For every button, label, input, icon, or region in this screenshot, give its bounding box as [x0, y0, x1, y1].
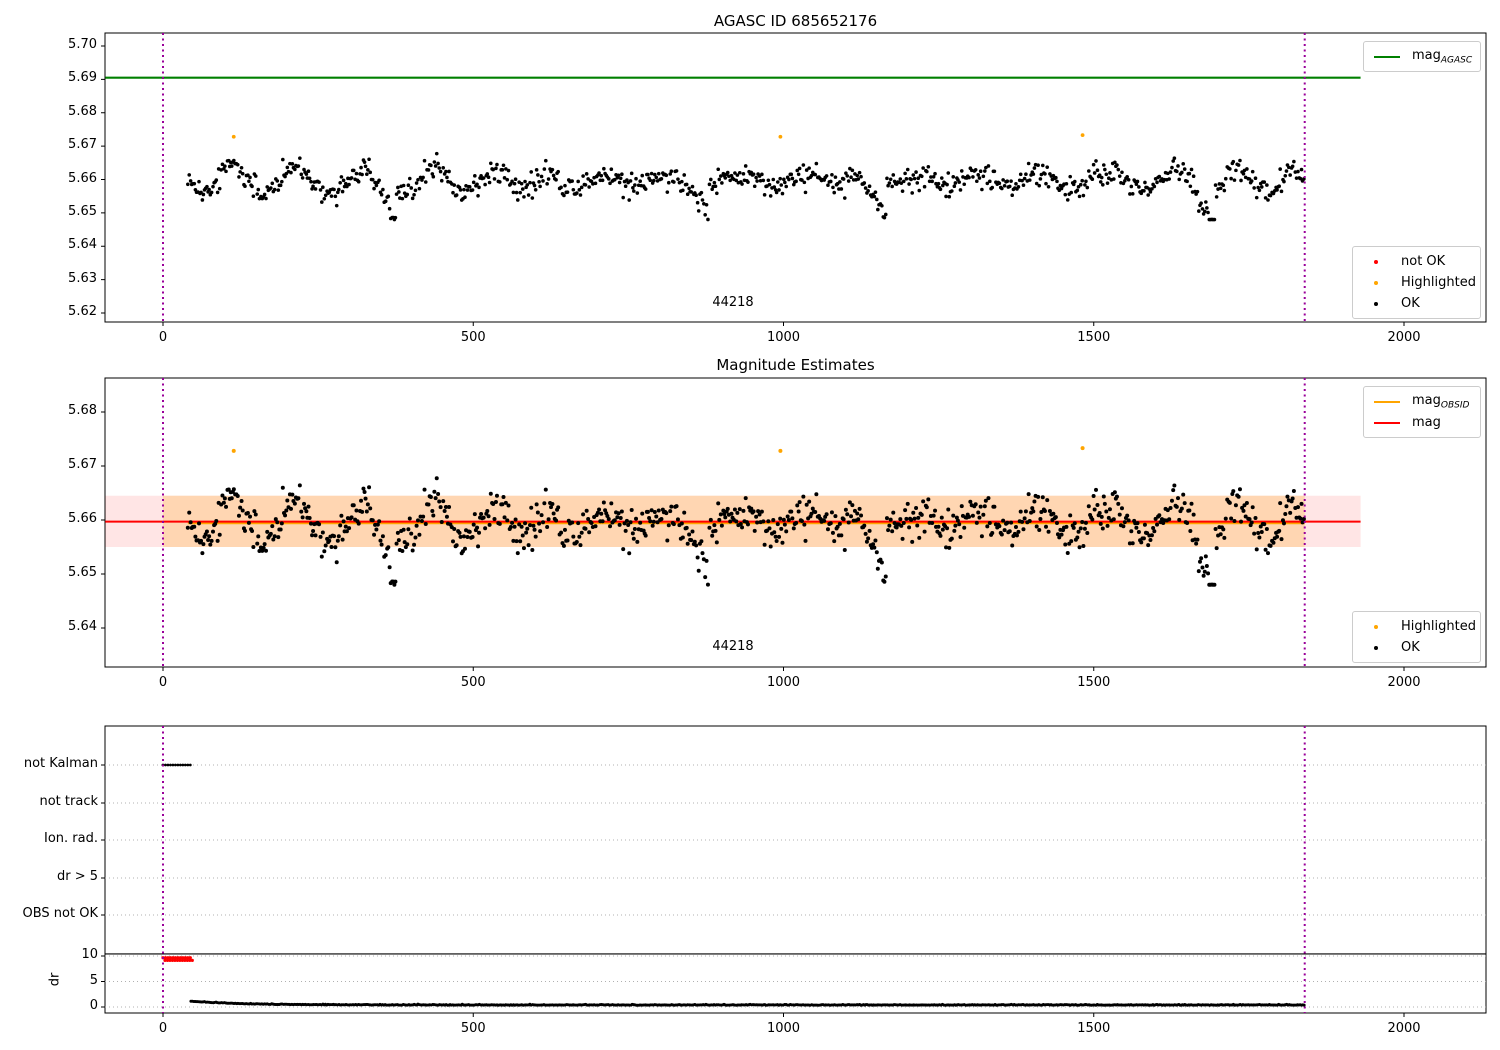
y-tick-label: 5.62 [68, 304, 97, 319]
x-tick-label: 0 [158, 1021, 168, 1036]
x-tick-label: 2000 [1387, 330, 1421, 345]
legend-row: mag [1370, 412, 1474, 433]
legend-row: magOBSID [1370, 391, 1474, 412]
legend-label: magOBSID [1412, 392, 1470, 411]
dr-clipped-run [161, 956, 194, 962]
y-tick-label: 5.64 [68, 237, 97, 253]
legend-label: not OK [1401, 254, 1446, 269]
panel1-title: AGASC ID 685652176 [713, 12, 878, 30]
flag-row-label: not track [39, 794, 98, 809]
x-tick-label: 2000 [1387, 1021, 1421, 1036]
y-tick-label: 5.64 [68, 619, 97, 634]
y-tick-label: 5.66 [68, 511, 97, 526]
ok-dot-swatch [1359, 645, 1393, 650]
x-tick-label: 1500 [1077, 675, 1111, 690]
legend-label: OK [1401, 296, 1420, 311]
y-tick-label: 5.63 [68, 270, 97, 286]
dr-tick-label: 10 [81, 947, 98, 962]
highlighted-points-layer [231, 446, 1085, 453]
y-tick-label: 5.68 [68, 103, 97, 119]
x-tick-label: 500 [460, 330, 486, 345]
flag-gridlines [105, 764, 1486, 1008]
not-ok-dot-swatch [1359, 259, 1393, 264]
green-line-swatch [1370, 55, 1404, 58]
orange-line-swatch [1370, 400, 1404, 403]
legend-label: magAGASC [1412, 47, 1473, 66]
ok-points-layer [186, 151, 1306, 222]
legend-row: Highlighted [1359, 272, 1476, 293]
x-tick-label: 500 [460, 675, 486, 690]
x-tick-label: 500 [460, 1021, 486, 1036]
flag-row-label: dr > 5 [56, 869, 98, 884]
x-tick-label: 2000 [1387, 675, 1421, 690]
highlighted-dot-swatch [1359, 624, 1393, 629]
dr-series [189, 999, 1306, 1007]
ok-points-layer [185, 476, 1306, 587]
legend-label: OK [1401, 640, 1420, 655]
legend-label: Highlighted [1401, 275, 1476, 290]
legend-row: OK [1359, 637, 1474, 658]
legend-row: Highlighted [1359, 616, 1476, 637]
obs-boundary-lines [162, 378, 1306, 667]
legend-mag-lines: magOBSID mag [1363, 386, 1481, 438]
legend-row: OK [1359, 293, 1474, 314]
highlighted-dot-swatch [1359, 280, 1393, 285]
y-tick-label: 5.68 [68, 403, 97, 418]
x-tick-label: 1000 [766, 675, 801, 690]
y-tick-label: 5.67 [68, 457, 97, 472]
y-tick-label: 5.67 [68, 137, 97, 153]
legend-row: not OK [1359, 251, 1474, 272]
obs-boundary-lines [162, 726, 1306, 1013]
x-tick-label: 1500 [1077, 330, 1111, 345]
legend-point-status: not OK Highlighted OK [1352, 246, 1481, 319]
red-line-swatch [1370, 421, 1404, 424]
x-tick-label: 0 [158, 330, 168, 345]
obsid-annotation-panel1: 44218 [712, 295, 754, 310]
y-tick-label: 5.65 [68, 565, 97, 580]
obs-boundary-lines [162, 33, 1306, 322]
y-tick-label: 5.70 [68, 37, 97, 52]
dr-tick-label: 0 [89, 998, 98, 1013]
highlighted-points-layer [231, 133, 1085, 139]
legend-point-status-2: Highlighted OK [1352, 611, 1481, 663]
x-tick-label: 1000 [766, 330, 801, 345]
legend-label: mag [1412, 415, 1441, 430]
panel2-title: Magnitude Estimates [716, 356, 875, 374]
flag-row-label: OBS not OK [22, 906, 99, 921]
obsid-annotation-panel2: 44218 [712, 639, 754, 654]
y-tick-label: 5.65 [68, 203, 97, 219]
x-tick-label: 1500 [1077, 1021, 1111, 1036]
x-tick-label: 0 [158, 675, 168, 690]
not-kalman-run [161, 763, 192, 767]
flag-row-label: not Kalman [23, 756, 98, 771]
dr-tick-label: 5 [89, 972, 98, 988]
x-tick-label: 1000 [766, 1021, 801, 1036]
ok-dot-swatch [1359, 301, 1393, 306]
flag-row-label: Ion. rad. [44, 831, 98, 846]
legend-mag-agasc: magAGASC [1363, 41, 1481, 72]
y-tick-label: 5.66 [68, 170, 97, 186]
legend-row: magAGASC [1370, 46, 1474, 67]
y-tick-label: 5.69 [68, 70, 97, 86]
legend-label: Highlighted [1401, 619, 1476, 634]
